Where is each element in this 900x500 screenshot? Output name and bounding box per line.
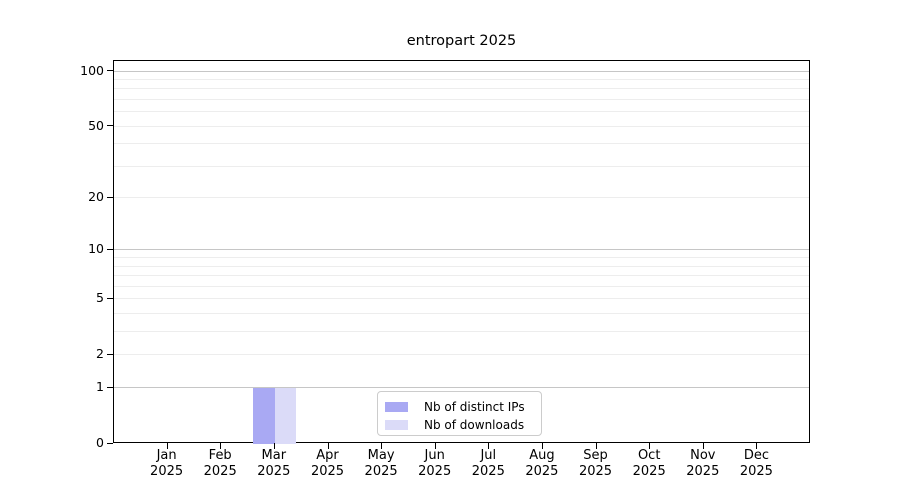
- y-tick: [107, 353, 113, 355]
- x-tick-label: Oct 2025: [632, 448, 666, 479]
- gridline-minor: [114, 313, 809, 315]
- gridline-minor: [114, 125, 809, 127]
- y-tick: [107, 248, 113, 250]
- x-tick: [273, 443, 275, 449]
- bar-downloads: [274, 388, 297, 444]
- y-tick: [107, 70, 113, 71]
- legend-swatch-distinct-ips: [385, 402, 408, 412]
- x-tick-label: Aug 2025: [525, 448, 559, 479]
- y-tick-label: 10: [88, 241, 104, 257]
- x-tick-label: Feb 2025: [203, 448, 237, 479]
- legend-label-distinct-ips: Nb of distinct IPs: [424, 400, 525, 414]
- gridline-major: [114, 70, 809, 72]
- x-tick-label: Jun 2025: [418, 448, 452, 479]
- legend-item-downloads: Nb of downloads: [385, 417, 541, 433]
- bar-distinct-ips: [253, 388, 275, 444]
- gridline-major: [114, 249, 809, 251]
- x-tick-label: Apr 2025: [310, 448, 345, 479]
- x-tick-label: Mar 2025: [257, 448, 291, 479]
- x-tick: [541, 443, 543, 449]
- gridline-minor: [114, 354, 809, 356]
- legend: Nb of distinct IPs Nb of downloads: [377, 391, 542, 436]
- x-tick: [649, 443, 651, 449]
- gridline-minor: [114, 78, 809, 80]
- x-tick: [595, 443, 597, 449]
- x-tick: [220, 443, 222, 449]
- y-tick-label: 1: [96, 379, 104, 395]
- legend-item-distinct-ips: Nb of distinct IPs: [385, 399, 541, 415]
- x-tick: [166, 443, 168, 449]
- gridline-minor: [114, 165, 809, 167]
- y-tick: [107, 125, 113, 127]
- x-tick-label: Dec 2025: [739, 448, 773, 479]
- gridline-minor: [114, 111, 809, 113]
- y-tick: [107, 442, 113, 444]
- gridline-minor: [114, 331, 809, 333]
- gridline-minor: [114, 143, 809, 145]
- y-tick-label: 5: [96, 290, 104, 306]
- y-tick-label: 100: [80, 62, 104, 78]
- plot-area: [113, 60, 810, 444]
- gridline-minor: [114, 98, 809, 100]
- x-tick-label: Jul 2025: [471, 448, 505, 479]
- gridline-minor: [114, 285, 809, 287]
- gridline-minor: [114, 275, 809, 277]
- legend-label-downloads: Nb of downloads: [424, 418, 525, 432]
- legend-swatch-downloads: [385, 420, 408, 430]
- x-tick: [702, 443, 704, 449]
- y-tick-label: 20: [88, 189, 104, 205]
- y-tick: [107, 297, 113, 299]
- x-tick: [756, 443, 758, 449]
- y-tick-label: 0: [96, 435, 104, 450]
- chart-title: entropart 2025: [406, 33, 517, 49]
- y-tick: [107, 196, 113, 198]
- gridline-minor: [114, 298, 809, 300]
- gridline-major: [114, 387, 809, 389]
- x-tick-label: Nov 2025: [686, 448, 720, 479]
- x-tick: [488, 443, 490, 449]
- x-tick-label: Sep 2025: [578, 448, 613, 479]
- y-tick-label: 50: [88, 117, 104, 133]
- gridline-minor: [114, 265, 809, 267]
- gridline-minor: [114, 88, 809, 90]
- gridline-minor: [114, 257, 809, 259]
- y-tick-label: 2: [96, 346, 104, 362]
- x-tick-label: Jan 2025: [150, 448, 184, 479]
- gridline-minor: [114, 197, 809, 199]
- x-tick: [381, 443, 383, 449]
- x-tick: [434, 443, 436, 449]
- y-tick: [107, 386, 113, 388]
- x-tick-label: May 2025: [364, 448, 398, 479]
- x-tick: [327, 443, 329, 449]
